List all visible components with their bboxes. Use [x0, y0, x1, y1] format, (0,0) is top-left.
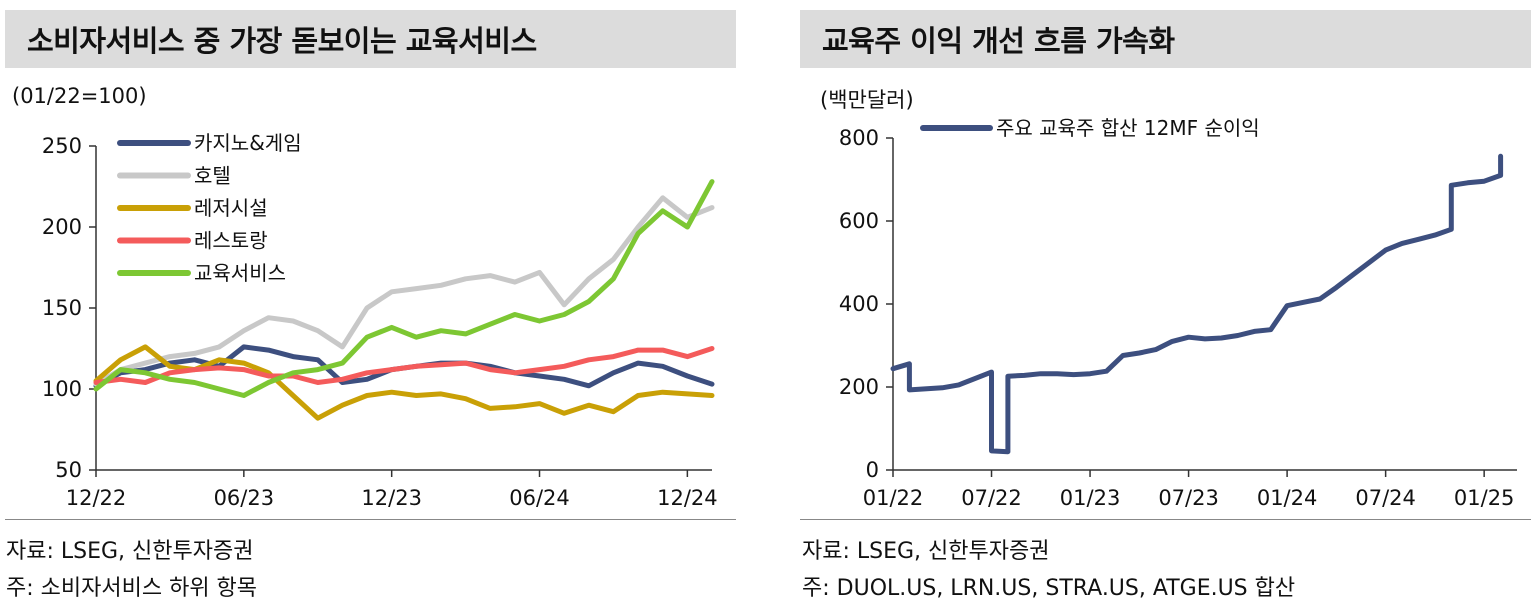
- right-y-tick-label: 0: [866, 458, 879, 482]
- left-line-chart: 50 100 150 200 250 12/22 06/23 12/23 06/24 12/24 카…: [42, 131, 718, 510]
- left-x-tick-label: 06/23: [214, 486, 275, 510]
- right-x-tick-label: 01/23: [1060, 486, 1121, 510]
- left-legend-label-2: 레저시설: [194, 196, 268, 220]
- left-series-line-3: [93, 346, 715, 385]
- right-chart-panel: 교육주 이익 개선 흐름 가속화 (백만달러) 0 200 400 600 800 01/…: [800, 0, 1536, 605]
- right-series-lines: [890, 153, 1504, 455]
- right-y-tick-label: 200: [839, 375, 879, 399]
- right-chart-title: 교육주 이익 개선 흐름 가속화: [800, 10, 1531, 68]
- left-series-line-1: [93, 195, 715, 387]
- left-x-tick-label: 12/22: [66, 486, 127, 510]
- right-x-tick-label: 01/25: [1454, 486, 1515, 510]
- left-y-tick-label: 250: [42, 134, 82, 158]
- left-y-tick-label: 150: [42, 296, 82, 320]
- right-x-tick-label: 07/24: [1355, 486, 1416, 510]
- left-y-tick-label: 200: [42, 215, 82, 239]
- left-legend-label-0: 카지노&게임: [194, 131, 302, 155]
- right-y-tick-label: 600: [839, 209, 879, 233]
- right-source-note: 자료: LSEG, 신한투자증권: [802, 539, 1050, 564]
- left-source-note: 자료: LSEG, 신한투자증권: [6, 539, 254, 564]
- right-line-chart: 0 200 400 600 800 01/22 07/22 01/23 07/23 01/24 07…: [839, 116, 1517, 510]
- right-y-tick-label: 400: [839, 292, 879, 316]
- right-series-line-0: [890, 153, 1504, 455]
- left-chart-panel: 소비자서비스 중 가장 돋보이는 교육서비스 (01/22=100) 50 100…: [0, 0, 740, 605]
- left-x-tick-label: 12/23: [361, 486, 422, 510]
- left-series-line-4: [93, 179, 715, 398]
- left-legend-label-1: 호텔: [194, 164, 231, 188]
- right-source-divider: [800, 519, 1531, 520]
- left-series-lines: [93, 179, 715, 421]
- left-source-divider: [5, 519, 736, 520]
- right-footnote: 주: DUOL.US, LRN.US, STRA.US, ATGE.US 합산: [802, 576, 1296, 601]
- left-axes: 50 100 150 200 250 12/22 06/23 12/23 06/24 12/24: [42, 134, 718, 510]
- left-legend-label-4: 교육서비스: [194, 261, 286, 285]
- right-axes: 0 200 400 600 800 01/22 07/22 01/23 07/23 01/24 07…: [839, 126, 1517, 510]
- right-chart-unit: (백만달러): [820, 88, 914, 112]
- left-y-tick-label: 50: [55, 458, 82, 482]
- left-y-tick-label: 100: [42, 377, 82, 401]
- right-x-tick-label: 07/23: [1158, 486, 1219, 510]
- left-x-tick-label: 12/24: [657, 486, 718, 510]
- right-x-tick-label: 01/24: [1257, 486, 1318, 510]
- right-legend-label-0: 주요 교육주 합산 12MF 순이익: [996, 116, 1260, 140]
- left-x-tick-label: 06/24: [509, 486, 570, 510]
- right-x-tick-label: 01/22: [863, 486, 924, 510]
- left-legend-label-3: 레스토랑: [194, 229, 268, 253]
- left-chart-title: 소비자서비스 중 가장 돋보이는 교육서비스: [5, 10, 736, 68]
- left-footnote: 주: 소비자서비스 하위 항목: [6, 576, 258, 601]
- right-y-tick-label: 800: [839, 126, 879, 150]
- left-chart-unit: (01/22=100): [12, 84, 147, 108]
- right-legend: 주요 교육주 합산 12MF 순이익: [920, 116, 1260, 140]
- right-x-tick-label: 07/22: [961, 486, 1022, 510]
